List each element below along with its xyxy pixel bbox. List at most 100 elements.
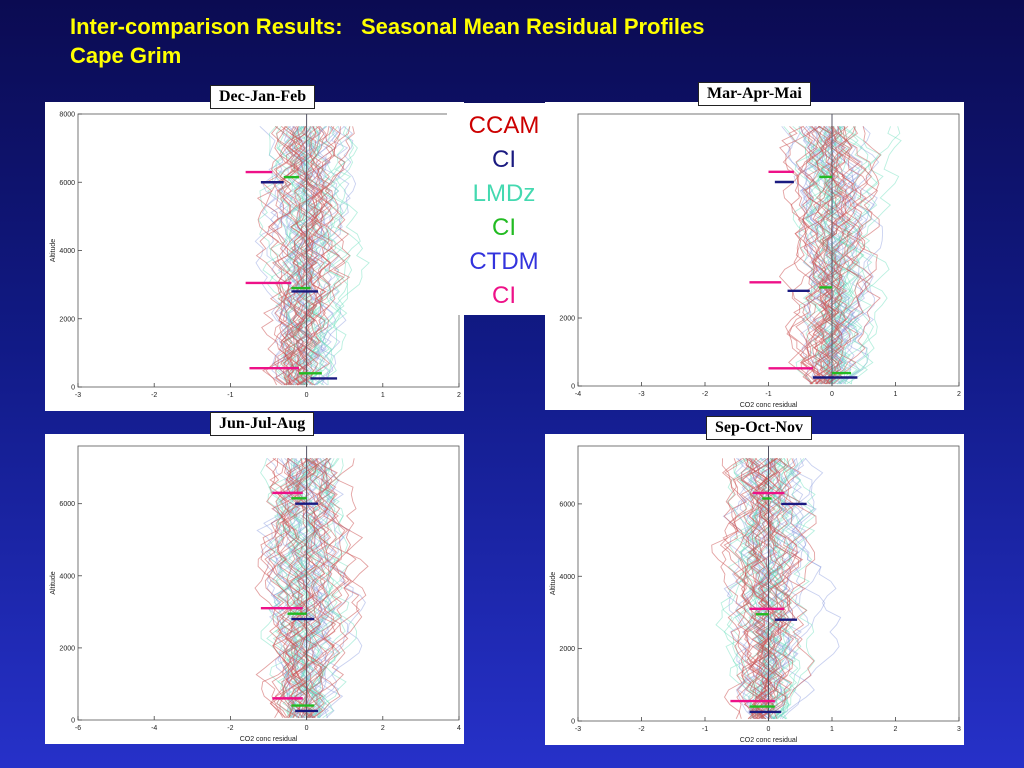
profile-line-ctdm: [293, 457, 351, 719]
profile-line-lmdz: [794, 125, 846, 385]
x-tick-label: 2: [894, 726, 898, 733]
profile-line-ccam: [801, 126, 839, 385]
x-tick-label: -2: [638, 726, 644, 733]
x-tick-label: 2: [957, 391, 961, 398]
profile-line-ccam: [815, 125, 873, 385]
profile-line-ccam: [745, 457, 782, 720]
y-tick-label: 6000: [59, 180, 75, 187]
profile-line-ccam: [747, 457, 802, 720]
y-tick-label: 4000: [559, 574, 575, 581]
y-tick-label: 0: [71, 385, 75, 392]
profile-line-ccam: [782, 126, 831, 385]
y-tick-label: 0: [71, 718, 75, 725]
profile-line-ctdm: [726, 457, 782, 720]
profile-line-ccam: [788, 126, 846, 385]
x-tick-label: 0: [830, 391, 834, 398]
y-tick-label: 4000: [59, 573, 75, 580]
x-tick-label: 1: [830, 726, 834, 733]
profile-line-ccam: [254, 458, 310, 719]
profile-line-ccam: [807, 126, 852, 385]
profile-line-ccam: [267, 125, 308, 386]
profile-line-lmdz: [808, 125, 888, 385]
profile-line-ccam: [751, 457, 815, 720]
x-tick-label: 1: [894, 391, 898, 398]
x-tick-label: 3: [957, 726, 961, 733]
profile-line-ctdm: [824, 126, 875, 385]
x-axis-label: CO2 conc residual: [240, 736, 298, 743]
profile-line-lmdz: [288, 458, 340, 719]
profile-line-ccam: [271, 458, 338, 719]
x-tick-label: -2: [151, 392, 157, 399]
legend-lmdz: LMDz: [472, 180, 536, 207]
profile-line-ctdm: [801, 126, 843, 385]
y-tick-label: 2000: [559, 646, 575, 653]
chart-svg: -6 -4 -2 0 2 4 0 2000 4000 6000 Altitude CO2 conc r…: [50, 445, 461, 743]
profile-line-lmdz: [734, 457, 768, 720]
profile-line-ccam: [282, 457, 329, 718]
x-tick-label: 1: [381, 392, 385, 399]
profile-line-ctdm: [277, 457, 337, 719]
profile-line-lmdz: [286, 126, 338, 386]
profile-line-lmdz: [798, 125, 842, 385]
profile-line-lmdz: [267, 458, 312, 719]
profile-line-ccam: [265, 457, 318, 719]
y-axis-label: Altitude: [550, 572, 557, 595]
profile-line-ccam: [276, 458, 325, 719]
plot-frame: [577, 113, 960, 387]
profile-line-ctdm: [739, 457, 782, 720]
profile-line-lmdz: [729, 457, 779, 720]
x-tick-label: -3: [638, 391, 644, 398]
y-tick-label: 4000: [59, 248, 75, 255]
profile-line-ccam: [275, 126, 322, 386]
x-tick-label: -2: [227, 725, 233, 732]
profile-line-ccam: [720, 458, 765, 720]
x-tick-label: 2: [381, 725, 385, 732]
legend-ccam-ci: CI: [492, 146, 516, 173]
panel-label-jun-jul-aug: Jun-Jul-Aug: [210, 412, 315, 436]
x-tick-label: -1: [702, 726, 708, 733]
panel-sep-oct-nov: -3 -2 -1 0 1 2 3 0 2000 4000 6000 Altitude CO2 conc …: [545, 434, 964, 745]
x-tick-label: -1: [227, 392, 233, 399]
profile-line-ctdm: [268, 125, 337, 386]
x-axis-label: CO2 conc residual: [740, 737, 798, 744]
x-tick-label: -4: [151, 725, 157, 732]
profile-line-lmdz: [783, 126, 875, 385]
plot-frame: [77, 113, 460, 388]
profile-line-lmdz: [301, 458, 349, 718]
profile-line-ccam: [793, 125, 834, 385]
profile-line-lmdz: [798, 126, 873, 385]
profile-line-lmdz: [823, 126, 860, 385]
profile-line-lmdz: [792, 125, 847, 385]
x-tick-label: 0: [305, 392, 309, 399]
profile-line-ccam: [786, 125, 840, 385]
profile-line-ccam: [750, 457, 788, 720]
profile-line-ccam: [812, 125, 867, 385]
profile-line-ccam: [723, 457, 775, 720]
x-tick-label: -6: [75, 725, 81, 732]
slide-title: Inter-comparison Results: Seasonal Mean …: [70, 12, 705, 70]
title-line-1: Inter-comparison Results: Seasonal Mean …: [70, 14, 705, 39]
profile-line-ccam: [801, 126, 880, 385]
profile-line-ccam: [264, 458, 314, 718]
profile-line-ccam: [256, 126, 315, 386]
profile-line-ctdm: [821, 125, 864, 385]
chart-svg: -4 -3 -2 -1 0 1 2 0 2000 CO2 conc residual: [559, 113, 961, 409]
panel-label-mar-apr-mai: Mar-Apr-Mai: [698, 82, 811, 106]
chart-svg: -3 -2 -1 0 1 2 3 0 2000 4000 6000 Altitude CO2 conc …: [550, 445, 961, 744]
x-tick-label: -2: [702, 391, 708, 398]
y-tick-label: 6000: [59, 501, 75, 508]
panel-label-dec-jan-feb: Dec-Jan-Feb: [210, 85, 316, 109]
profile-line-lmdz: [279, 457, 334, 718]
panel-label-sep-oct-nov: Sep-Oct-Nov: [706, 416, 812, 440]
profile-line-ctdm: [819, 126, 851, 385]
profile-line-lmdz: [272, 457, 328, 719]
profile-line-lmdz: [275, 126, 353, 386]
profile-line-lmdz: [819, 125, 863, 385]
profile-line-ccam: [778, 126, 846, 385]
legend-ccam: CCAM: [468, 112, 540, 139]
profile-line-ccam: [255, 126, 303, 386]
profile-line-ccam: [270, 457, 318, 719]
x-tick-label: 0: [305, 725, 309, 732]
profile-line-ccam: [283, 126, 340, 386]
y-tick-label: 8000: [59, 112, 75, 119]
